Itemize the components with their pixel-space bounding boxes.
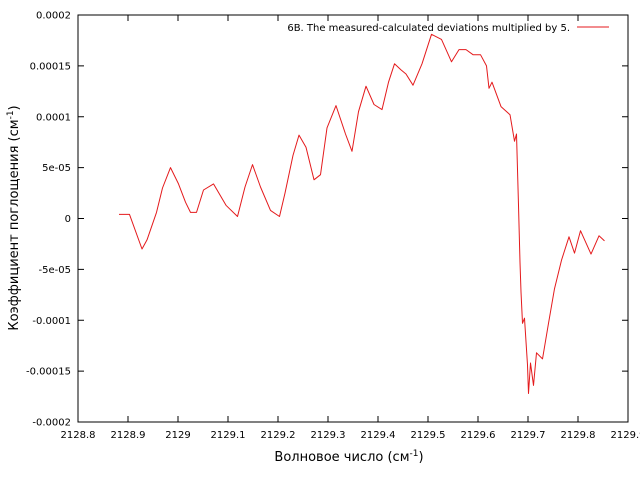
y-tick-label: -0.0002 <box>32 418 71 429</box>
series-line <box>119 33 605 394</box>
y-tick-label: 0.00015 <box>30 61 71 72</box>
y-tick-label: 0.0002 <box>36 11 71 22</box>
x-tick-label: 2129.8 <box>561 430 596 441</box>
y-tick-label: 0.0001 <box>36 112 71 123</box>
y-tick-label: -0.00015 <box>26 367 71 378</box>
y-tick-label: 0 <box>65 214 71 225</box>
y-tick-label: 5e-05 <box>42 163 71 174</box>
x-tick-label: 2128.8 <box>61 430 96 441</box>
y-axis-label: Коэффициент поглощения (см-1) <box>6 105 22 330</box>
x-axis-label: Волновое число (см-1) <box>274 449 423 465</box>
x-tick-label: 2129.5 <box>411 430 446 441</box>
x-axis-ticks: 2128.8 2128.9 2129 2129.1 2129.2 2129.3 2129.4… <box>61 15 640 441</box>
x-tick-label: 2129.3 <box>311 430 346 441</box>
series-layer <box>119 33 605 394</box>
x-tick-label: 2129.1 <box>211 430 246 441</box>
x-tick-label: 2129 <box>165 430 190 441</box>
legend-label: 6B. The measured-calculated deviations m… <box>287 23 570 34</box>
plot-frame <box>77 14 629 423</box>
x-tick-label: 2129.4 <box>361 430 396 441</box>
y-tick-label: -5e-05 <box>39 265 71 276</box>
x-tick-label: 2128.9 <box>111 430 146 441</box>
y-axis-ticks: 0.0002 0.00015 0.0001 5e-05 0 -5e-05 -0.0001 -0… <box>26 11 628 429</box>
x-tick-label: 2129.6 <box>461 430 496 441</box>
legend: 6B. The measured-calculated deviations m… <box>287 23 609 34</box>
x-tick-label: 2129.7 <box>511 430 546 441</box>
x-tick-label: 2129.2 <box>261 430 296 441</box>
x-tick-label: 2129.9 <box>611 430 640 441</box>
y-tick-label: -0.0001 <box>32 316 71 327</box>
